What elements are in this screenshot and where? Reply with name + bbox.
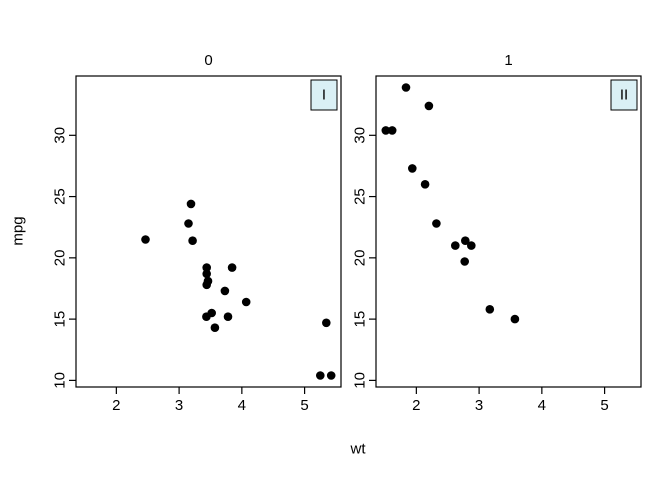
data-point <box>451 241 460 250</box>
strip-box <box>610 79 638 111</box>
y-axis-label: mpg <box>9 216 27 246</box>
data-point <box>188 236 197 245</box>
data-point <box>184 219 193 228</box>
data-point <box>432 219 441 228</box>
data-point <box>316 371 325 380</box>
panel-title: 0 <box>204 52 212 69</box>
strip-box <box>310 79 338 111</box>
data-point <box>202 263 211 272</box>
y-tick-label: 30 <box>352 127 369 144</box>
data-point <box>210 323 220 333</box>
x-tick-label: 3 <box>175 397 183 414</box>
x-tick-label: 5 <box>300 397 308 414</box>
data-point <box>227 263 237 272</box>
panel-border <box>75 75 342 388</box>
data-point <box>141 235 150 244</box>
x-axis-label: wt <box>350 440 366 458</box>
x-tick-label: 2 <box>412 397 420 414</box>
y-tick-label: 25 <box>52 188 69 205</box>
data-point <box>241 297 251 307</box>
data-point <box>322 318 331 328</box>
strip-label: II <box>620 87 628 104</box>
x-tick-label: 4 <box>538 397 546 414</box>
data-point <box>326 371 336 380</box>
y-tick-label: 10 <box>352 372 369 389</box>
panel-title: 1 <box>504 52 512 69</box>
strip-label: I <box>322 87 326 104</box>
y-tick-label: 15 <box>52 311 69 328</box>
data-point <box>460 257 470 266</box>
data-point <box>467 241 476 250</box>
data-point <box>461 236 470 245</box>
data-point <box>408 164 417 173</box>
y-tick-label: 10 <box>52 372 69 389</box>
x-tick-label: 3 <box>475 397 483 414</box>
data-point <box>202 269 211 279</box>
data-point <box>223 312 233 322</box>
data-point <box>220 286 230 296</box>
y-tick-label: 20 <box>52 250 69 267</box>
x-tick-label: 5 <box>600 397 608 414</box>
x-tick-label: 2 <box>112 397 120 414</box>
data-point <box>485 305 495 314</box>
data-point <box>202 280 211 290</box>
y-tick-label: 15 <box>352 311 369 328</box>
data-point <box>510 314 520 324</box>
data-point <box>401 83 411 92</box>
panel-border <box>375 75 642 388</box>
y-tick-label: 25 <box>352 188 369 205</box>
x-tick-label: 4 <box>238 397 246 414</box>
data-point <box>387 126 397 135</box>
data-point <box>424 101 434 111</box>
y-tick-label: 30 <box>52 127 69 144</box>
data-point <box>202 312 211 322</box>
data-point <box>420 180 430 189</box>
y-tick-label: 20 <box>352 250 369 267</box>
data-point <box>186 199 196 209</box>
data-point <box>381 126 391 135</box>
